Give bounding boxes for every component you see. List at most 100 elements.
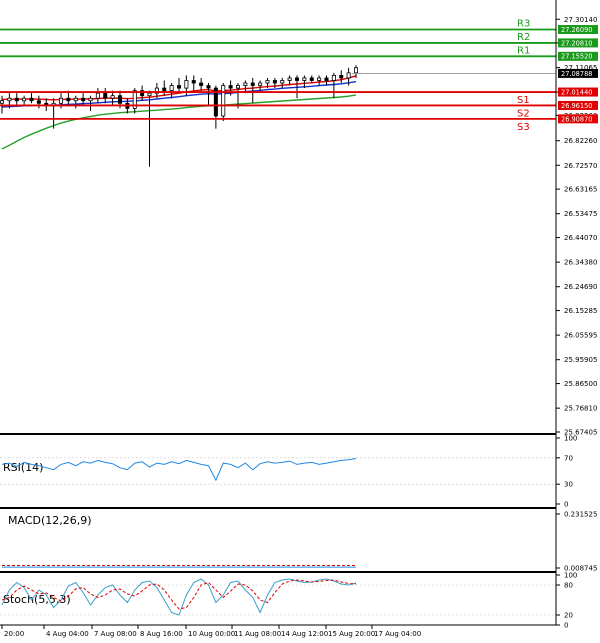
level-tag-text-r3: 27.26090 [561, 26, 592, 34]
candle [353, 65, 358, 78]
candle-body [199, 82, 204, 86]
price-tick-label-14: 25.95905 [564, 356, 597, 364]
candle-body [258, 82, 263, 86]
candle-body [235, 85, 240, 89]
candle [221, 83, 226, 122]
candle-body [154, 87, 159, 94]
level-tag-s2 [558, 100, 598, 110]
candle [324, 75, 329, 86]
moving-average-line-2 [1, 94, 357, 150]
candle-body [140, 90, 145, 97]
level-tag-text-r1: 27.15520 [561, 53, 592, 61]
stoch-signal-line [1, 579, 357, 610]
time-tick-label-3: 8 Aug 16:00 [140, 630, 183, 638]
macd-pane[interactable]: MACD(12,26,9) 0.231525 0.008745 [2, 511, 597, 573]
price-axis: 27.3014027.2081027.1106527.0144026.92260… [556, 16, 597, 436]
current-price-text: 27.08788 [561, 70, 592, 78]
stoch-pane[interactable]: Stoch(5,5,3) 100 80 20 0 [0, 572, 577, 630]
pane-separator-1 [0, 507, 556, 509]
time-tick-label-1: 4 Aug 04:00 [46, 630, 89, 638]
rsi-main-line [1, 458, 357, 482]
time-tick-label-5: 11 Aug 08:00 [234, 630, 281, 638]
candle-body [243, 82, 248, 86]
candle [191, 75, 196, 91]
level-label-r2: R2 [517, 32, 530, 43]
candle-body [331, 75, 336, 81]
candle [110, 90, 115, 106]
candle [235, 83, 240, 109]
level-tag-r1 [558, 51, 598, 61]
current-price-box [558, 68, 598, 78]
candle [169, 83, 174, 99]
candle-body [147, 92, 152, 97]
time-tick-label-6: 14 Aug 12:00 [281, 630, 328, 638]
stoch-tick-label-3: 0 [564, 622, 568, 630]
candle-body [81, 97, 86, 102]
price-tick-label-9: 26.44070 [564, 234, 597, 242]
candle-body [294, 77, 299, 81]
level-tag-s1 [558, 87, 598, 97]
candle-body [324, 77, 329, 81]
candle-body [184, 80, 189, 89]
candle [95, 88, 100, 104]
candle [140, 85, 145, 101]
level-label-s1: S1 [517, 95, 530, 106]
rsi-tick-label-3: 0 [564, 501, 568, 509]
candle [309, 75, 314, 84]
level-tag-text-s3: 26.90870 [561, 115, 592, 123]
candle [22, 95, 27, 106]
price-tick-label-8: 26.53475 [564, 210, 597, 218]
level-tag-r2 [558, 38, 598, 48]
candle-body [118, 95, 123, 104]
candle-body [132, 90, 137, 109]
price-tick-label-15: 25.86500 [564, 380, 597, 388]
candle [162, 80, 167, 96]
candle-body [250, 82, 255, 86]
candle-body [103, 92, 108, 99]
candle-body [0, 100, 4, 104]
candle [250, 77, 255, 104]
candle-body [59, 97, 64, 104]
candle [280, 77, 285, 89]
candle [51, 98, 56, 129]
main-price-pane[interactable]: 27.3014027.2081027.1106527.0144026.92260… [0, 16, 598, 437]
price-tick-label-17: 25.67405 [564, 428, 597, 436]
stoch-tick-label-1: 80 [564, 582, 573, 590]
time-tick-label-8: 17 Aug 04:00 [374, 630, 421, 638]
time-tick-label-2: 7 Aug 08:00 [94, 630, 137, 638]
candle-body [95, 92, 100, 99]
price-tick-label-6: 26.72570 [564, 162, 597, 170]
candle-body [88, 97, 93, 102]
level-tag-text-s2: 26.96150 [561, 102, 592, 110]
candle [103, 88, 108, 104]
time-tick-label-4: 10 Aug 00:00 [188, 630, 235, 638]
candle [302, 75, 307, 89]
chart-frame [0, 0, 557, 626]
price-tick-label-11: 26.24690 [564, 283, 597, 291]
macd-label: MACD(12,26,9) [8, 514, 92, 527]
level-label-s3: S3 [517, 122, 530, 133]
rsi-tick-label-2: 30 [564, 481, 573, 489]
pane-separator-2 [0, 571, 556, 573]
candle [29, 93, 34, 104]
candle-body [176, 85, 181, 89]
level-label-r1: R1 [517, 45, 530, 56]
level-tag-text-s1: 27.01440 [561, 88, 592, 96]
candle-body [346, 72, 351, 79]
stoch-tick-label-2: 20 [564, 612, 573, 620]
candle-body [66, 97, 71, 102]
candle [272, 77, 277, 89]
rsi-tick-label-0: 100 [564, 435, 577, 443]
price-tick-label-2: 27.11065 [564, 64, 597, 72]
candle [14, 93, 19, 106]
level-tag-r3 [558, 25, 598, 35]
candle [73, 95, 78, 109]
level-tag-text-r2: 27.20810 [561, 39, 592, 47]
candle [339, 70, 344, 84]
price-tick-label-12: 26.15285 [564, 307, 597, 315]
candle-body [221, 85, 226, 117]
candle-body [339, 75, 344, 79]
candle-body [206, 85, 211, 89]
